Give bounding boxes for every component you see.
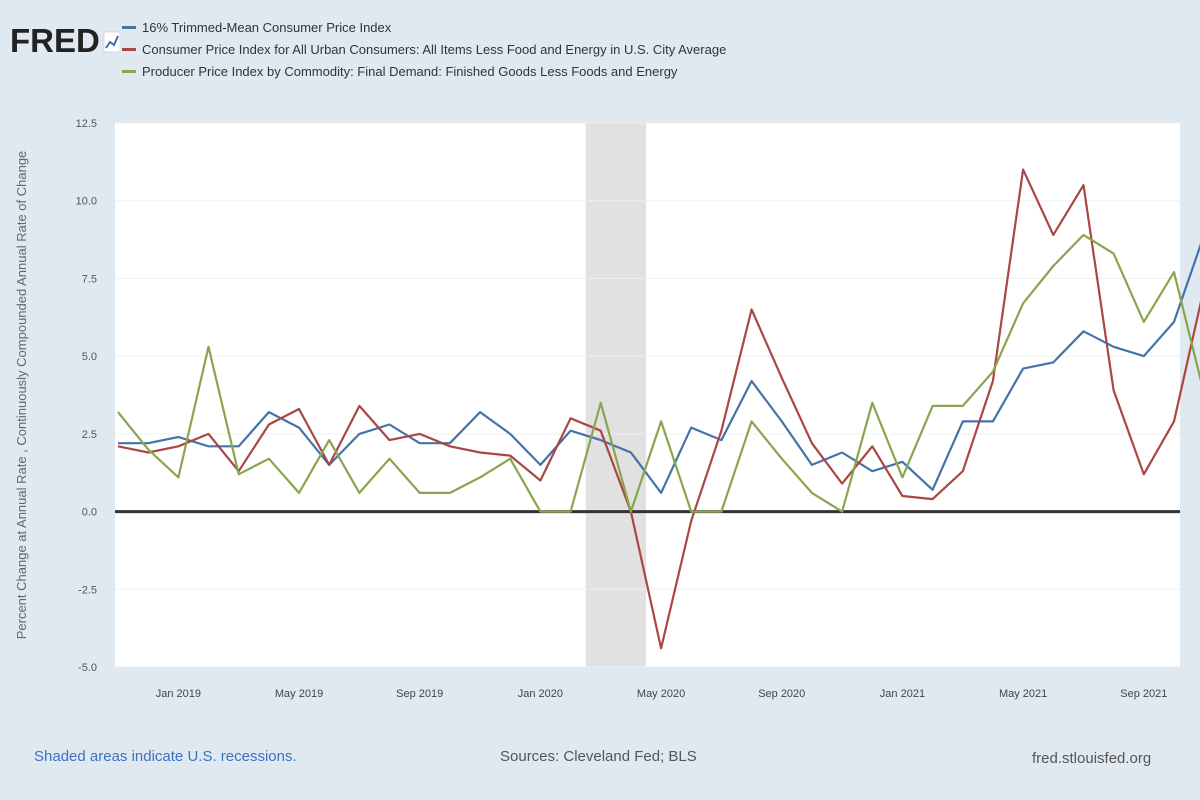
legend-item-core-cpi: Consumer Price Index for All Urban Consu… <box>122 38 726 60</box>
x-tick-label: Sep 2020 <box>758 688 805 700</box>
series-lines <box>117 168 1200 650</box>
legend-label: Consumer Price Index for All Urban Consu… <box>142 41 727 57</box>
y-tick-label: -5.0 <box>78 662 97 674</box>
series-line-2 <box>117 168 1200 650</box>
y-axis-ticks: 12.5 10.0 7.5 5.0 2.5 0.0 -2.5 -5.0 <box>76 118 97 674</box>
x-tick-label: Sep 2021 <box>1120 688 1167 700</box>
legend-item-trimmed-mean-cpi: 16% Trimmed-Mean Consumer Price Index <box>122 16 726 38</box>
y-axis-label: Percent Change at Annual Rate , Continuo… <box>14 151 29 640</box>
recession-note: Shaded areas indicate U.S. recessions. <box>34 748 297 765</box>
y-tick-label: 2.5 <box>82 429 97 441</box>
y-tick-label: 5.0 <box>82 351 97 363</box>
y-tick-label: -2.5 <box>78 584 97 596</box>
y-tick-label: 12.5 <box>76 118 97 130</box>
x-tick-label: May 2021 <box>999 688 1047 700</box>
legend-swatch-blue <box>122 25 136 29</box>
series-line-1 <box>118 243 1200 494</box>
legend-label: Producer Price Index by Commodity: Final… <box>142 63 678 79</box>
x-tick-label: May 2020 <box>637 688 685 700</box>
series-line-3 <box>117 233 1200 513</box>
x-tick-label: Jan 2021 <box>880 688 925 700</box>
legend-item-core-ppi: Producer Price Index by Commodity: Final… <box>122 60 726 82</box>
y-tick-label: 0.0 <box>82 507 97 519</box>
plot-area <box>115 123 1180 667</box>
logo-chart-icon <box>103 31 120 53</box>
legend: 16% Trimmed-Mean Consumer Price Index Co… <box>122 16 726 82</box>
fred-logo: FRED <box>10 22 120 59</box>
legend-swatch-red <box>122 47 136 51</box>
logo-text: FRED <box>10 22 100 59</box>
site-link[interactable]: fred.stlouisfed.org <box>1032 750 1152 767</box>
x-tick-label: Jan 2019 <box>156 688 201 700</box>
y-tick-label: 10.0 <box>76 196 97 208</box>
x-tick-label: May 2019 <box>275 688 323 700</box>
sources-text: Sources: Cleveland Fed; BLS <box>500 748 697 765</box>
recession-shading <box>585 123 646 667</box>
x-tick-label: Jan 2020 <box>518 688 563 700</box>
legend-swatch-green <box>122 69 136 73</box>
x-tick-label: Sep 2019 <box>396 688 443 700</box>
y-tick-label: 7.5 <box>82 273 97 285</box>
legend-label: 16% Trimmed-Mean Consumer Price Index <box>142 19 392 35</box>
x-axis-ticks: Jan 2019 May 2019 Sep 2019 Jan 2020 May 2020… <box>156 688 1168 700</box>
